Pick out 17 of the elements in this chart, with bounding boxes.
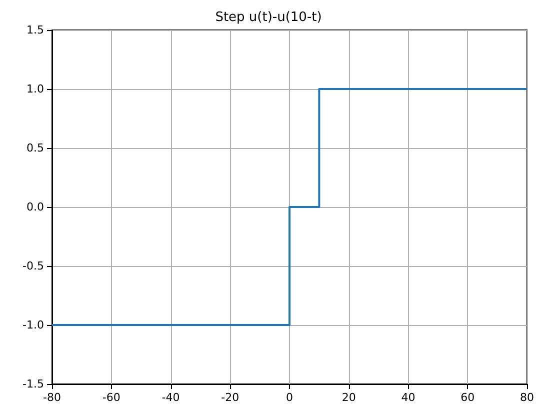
x-tick-label: 40 [401,391,416,404]
x-tick-label: -80 [43,391,61,404]
x-tick-label: -40 [162,391,180,404]
x-tick-label: 0 [286,391,293,404]
x-tick-label: 80 [520,391,534,404]
x-tick-label: 60 [460,391,475,404]
chart-title: Step u(t)-u(10-t) [215,10,322,25]
y-tick-label: 0.0 [26,200,44,214]
y-tick-label: -0.5 [22,260,44,272]
y-tick-label: 0.5 [26,142,44,154]
x-tick-label: 20 [342,391,356,404]
x-tick-label: -60 [102,391,120,404]
y-tick-label: 1.5 [26,24,44,36]
x-tick-label: -20 [221,391,240,404]
y-tick-label: -1.5 [22,378,44,390]
y-tick-label: 1.0 [26,82,44,96]
y-tick-label: -1.0 [22,318,44,332]
